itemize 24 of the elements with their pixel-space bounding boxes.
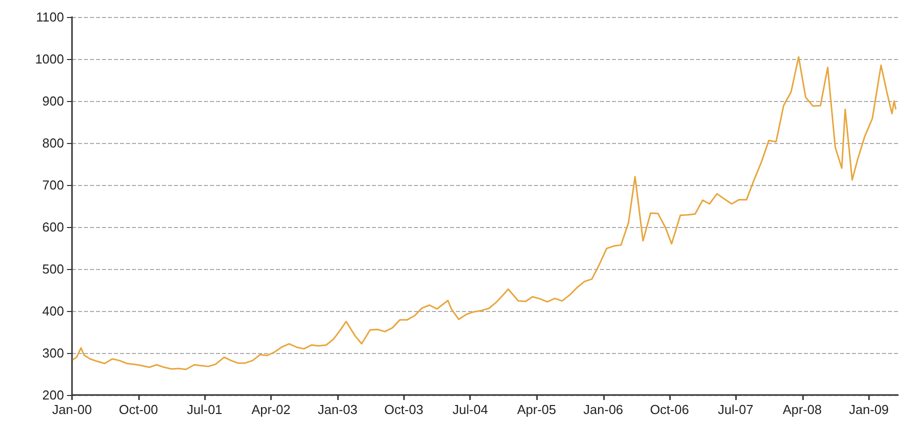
x-tick-label: Oct-06: [650, 402, 689, 417]
x-tick-label: Jul-01: [186, 402, 222, 417]
x-tick-label: Jul-04: [452, 402, 488, 417]
line-series: [72, 56, 897, 370]
y-tick-label: 800: [42, 136, 64, 150]
y-tick-label: 300: [42, 346, 64, 360]
x-tick-label: Jul-07: [718, 402, 754, 417]
x-tick-label: Jan-00: [52, 402, 92, 417]
x-tick-label: Apr-08: [782, 402, 822, 417]
y-tick-label: 700: [42, 178, 64, 192]
y-tick-label: 900: [42, 94, 64, 108]
y-tick-label: 600: [42, 220, 64, 234]
x-tick-label: Apr-02: [251, 402, 290, 417]
y-tick-label: 500: [42, 262, 64, 276]
y-tick-label: 1100: [36, 10, 64, 24]
x-tick-label: Jan-09: [849, 402, 889, 417]
x-tick-label: Apr-05: [517, 402, 556, 417]
x-tick-label: Oct-00: [118, 402, 158, 417]
y-tick-label: 400: [42, 304, 64, 318]
y-tick-label: 1000: [35, 52, 64, 66]
x-tick-label: Jan-03: [318, 402, 358, 417]
x-tick-label: Oct-03: [384, 402, 424, 417]
x-tick-label: Jan-06: [583, 402, 624, 417]
y-tick-label: 200: [42, 388, 64, 402]
